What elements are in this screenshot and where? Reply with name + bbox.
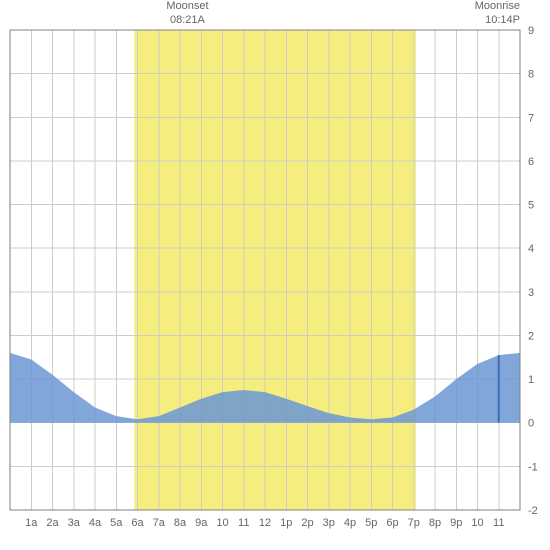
svg-text:11: 11 — [493, 517, 504, 529]
svg-text:8: 8 — [528, 69, 534, 81]
svg-text:4: 4 — [528, 243, 534, 255]
moonset-time: 08:21A — [157, 14, 217, 28]
svg-text:10: 10 — [216, 517, 228, 529]
svg-text:-1: -1 — [528, 461, 538, 473]
moonset-title: Moonset — [157, 0, 217, 14]
svg-text:6a: 6a — [131, 517, 144, 529]
svg-text:1p: 1p — [280, 517, 292, 529]
svg-text:5: 5 — [528, 200, 534, 212]
svg-text:10: 10 — [471, 517, 483, 529]
svg-text:11: 11 — [238, 517, 249, 529]
svg-text:8a: 8a — [174, 517, 187, 529]
svg-text:6: 6 — [528, 156, 534, 168]
svg-text:1: 1 — [528, 374, 534, 386]
svg-text:6p: 6p — [386, 517, 398, 529]
svg-text:2: 2 — [528, 330, 534, 342]
svg-text:2a: 2a — [46, 517, 59, 529]
svg-text:0: 0 — [528, 418, 534, 430]
tide-chart: Moonset 08:21A Moonrise 10:14P 1a2a3a4a5… — [0, 0, 550, 550]
svg-text:7a: 7a — [153, 517, 166, 529]
svg-text:9: 9 — [528, 25, 534, 37]
svg-text:3: 3 — [528, 287, 534, 299]
svg-text:9p: 9p — [450, 517, 462, 529]
svg-text:4a: 4a — [89, 517, 102, 529]
svg-text:3p: 3p — [323, 517, 335, 529]
svg-text:3a: 3a — [68, 517, 81, 529]
svg-text:12: 12 — [259, 517, 271, 529]
svg-text:7p: 7p — [408, 517, 420, 529]
svg-text:5p: 5p — [365, 517, 377, 529]
svg-text:4p: 4p — [344, 517, 356, 529]
chart-svg: 1a2a3a4a5a6a7a8a9a1011121p2p3p4p5p6p7p8p… — [0, 0, 550, 550]
svg-text:1a: 1a — [25, 517, 38, 529]
svg-text:7: 7 — [528, 112, 534, 124]
svg-text:2p: 2p — [301, 517, 313, 529]
svg-text:9a: 9a — [195, 517, 208, 529]
svg-text:8p: 8p — [429, 517, 441, 529]
svg-text:5a: 5a — [110, 517, 123, 529]
moonrise-label: Moonrise 10:14P — [475, 0, 520, 28]
moonset-label: Moonset 08:21A — [157, 0, 217, 28]
moonrise-title: Moonrise — [475, 0, 520, 14]
moonrise-time: 10:14P — [475, 14, 520, 28]
svg-text:-2: -2 — [528, 505, 538, 517]
